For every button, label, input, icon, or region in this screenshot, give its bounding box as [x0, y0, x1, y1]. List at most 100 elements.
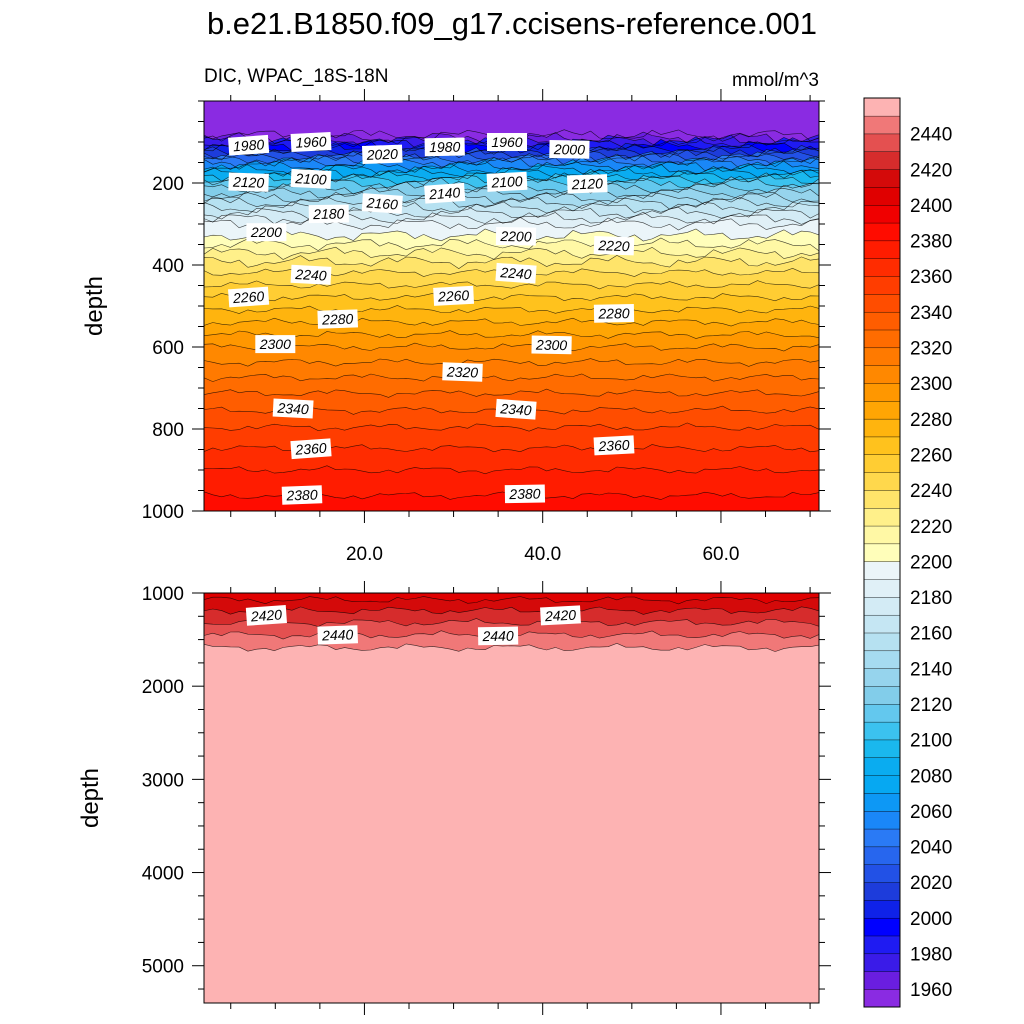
svg-text:2120: 2120 — [232, 174, 265, 191]
upper-contour-label: 2280 — [317, 309, 359, 329]
svg-text:2260: 2260 — [232, 288, 265, 306]
upper-contour-label: 2360 — [593, 435, 635, 456]
colorbar-swatch — [863, 792, 901, 812]
colorbar-tick-label: 2220 — [910, 517, 952, 538]
upper-contour-label: 2180 — [308, 204, 349, 224]
colorbar-swatch — [863, 507, 901, 527]
svg-text:2300: 2300 — [259, 336, 291, 352]
svg-text:2340: 2340 — [499, 400, 532, 418]
upper-contour-line-2330 — [204, 388, 819, 398]
lower-contour-labels: 2420 2420 2440 2440 — [245, 605, 581, 646]
colorbar-swatch — [863, 151, 901, 170]
upper-contour-line-2220 — [204, 246, 819, 260]
colorbar-tick-label: 2240 — [910, 481, 952, 502]
colorbar-tick-label: 2000 — [910, 909, 952, 930]
svg-text:2420: 2420 — [544, 607, 577, 625]
lower-y-tick-label: 2000 — [142, 677, 184, 698]
upper-contour-line-2320 — [204, 373, 819, 382]
colorbar-swatch — [863, 382, 901, 402]
svg-text:2220: 2220 — [597, 237, 630, 254]
colorbar-swatch — [863, 329, 901, 349]
colorbar-tick-label: 2420 — [910, 160, 952, 181]
upper-y-axis-label: depth — [81, 276, 108, 336]
svg-text:2320: 2320 — [446, 363, 479, 380]
colorbar-tick-label: 2020 — [910, 873, 952, 894]
upper-contour-label: 2300 — [531, 335, 572, 355]
svg-text:2100: 2100 — [294, 170, 327, 188]
colorbar-swatch — [863, 347, 901, 366]
colorbar-swatch — [863, 953, 901, 972]
svg-text:2100: 2100 — [490, 173, 523, 191]
svg-text:2280: 2280 — [597, 305, 630, 322]
colorbar-swatch — [863, 258, 901, 277]
colorbar-tick-label: 2140 — [910, 659, 952, 680]
colorbar-swatch — [863, 186, 901, 206]
upper-contour-line-2310 — [204, 358, 819, 367]
colorbar-swatch — [863, 115, 901, 135]
upper-contour-line-2130 — [204, 186, 819, 201]
lower-contour-label: 2420 — [245, 605, 287, 626]
colorbar-swatch — [863, 739, 901, 758]
colorbar-tick-label: 2340 — [910, 303, 952, 324]
colorbar-tick-label: 2100 — [910, 731, 952, 752]
colorbar-swatch — [863, 240, 901, 259]
upper-contour-line-2160 — [204, 200, 819, 215]
upper-contour-label: 2200 — [495, 226, 537, 246]
lower-y-tick-label: 4000 — [142, 864, 184, 885]
colorbar-tick-label: 2060 — [910, 802, 952, 823]
colorbar-swatch — [863, 757, 901, 776]
svg-text:1960: 1960 — [491, 134, 522, 150]
colorbar-tick-label: 2120 — [910, 695, 952, 716]
upper-contour-label: 1960 — [487, 133, 527, 151]
panel-subtitle-units: mmol/m^3 — [732, 70, 819, 91]
colorbar-tick-label: 2180 — [910, 588, 952, 609]
colorbar-swatch — [863, 579, 901, 598]
colorbar-tick-label: 2440 — [910, 125, 952, 146]
lower-y-tick-label: 1000 — [142, 584, 184, 605]
upper-contour-line-2300 — [204, 342, 819, 352]
upper-contour-label: 2340 — [272, 398, 314, 419]
upper-contour-label: 2120 — [566, 174, 608, 194]
lower-y-tick-label: 3000 — [142, 770, 184, 791]
upper-contour-label: 1980 — [228, 134, 270, 156]
colorbar-swatch — [863, 971, 901, 990]
lower-contour-label: 2440 — [477, 626, 519, 646]
upper-contour-label: 2100 — [290, 168, 332, 189]
upper-contour-line-2190 — [204, 217, 819, 231]
colorbar-swatch — [863, 169, 901, 188]
svg-text:2180: 2180 — [312, 206, 345, 223]
upper-contour-line-2350 — [204, 422, 819, 432]
svg-text:2340: 2340 — [276, 400, 309, 418]
upper-x-tick-label: 20.0 — [346, 544, 383, 565]
colorbar-swatch — [863, 882, 901, 901]
colorbar-swatch — [863, 436, 901, 455]
upper-contour-label: 1980 — [424, 137, 465, 157]
upper-contour-label: 2380 — [504, 484, 546, 504]
chart-title: b.e21.B1850.f09_g17.ccisens-reference.00… — [207, 6, 817, 41]
colorbar-swatch — [863, 721, 901, 741]
colorbar-tick-label: 2400 — [910, 196, 952, 217]
svg-text:2120: 2120 — [570, 175, 603, 192]
colorbar-tick-label: 2160 — [910, 624, 952, 645]
colorbar-swatch — [863, 454, 901, 473]
upper-contour-line-2250 — [204, 280, 819, 290]
svg-text:2440: 2440 — [481, 628, 514, 645]
svg-text:1980: 1980 — [429, 139, 461, 156]
upper-panel: 1980 1960 2020 1980 1960 2000 2120 2100 2160 2140… — [81, 89, 831, 565]
colorbar-tick-label: 2260 — [910, 446, 952, 467]
svg-text:2360: 2360 — [294, 440, 327, 458]
upper-contour-line-2080 — [204, 165, 819, 180]
upper-contour-line-2260 — [204, 292, 819, 302]
svg-text:2360: 2360 — [597, 437, 630, 455]
upper-contour-label: 2340 — [495, 398, 537, 420]
colorbar-tick-label: 1960 — [910, 980, 952, 1001]
upper-contour-fill — [204, 101, 819, 511]
upper-x-tick-label: 60.0 — [702, 544, 739, 565]
svg-text:2200: 2200 — [499, 228, 532, 245]
svg-text:2240: 2240 — [499, 264, 532, 282]
colorbar-swatch — [863, 525, 901, 545]
svg-text:2020: 2020 — [365, 146, 398, 163]
colorbar-swatch — [863, 632, 901, 652]
colorbar-swatch — [863, 685, 901, 705]
lower-y-axis-label: depth — [77, 768, 104, 828]
